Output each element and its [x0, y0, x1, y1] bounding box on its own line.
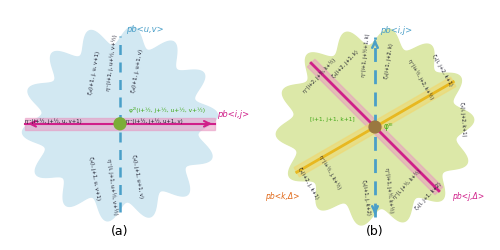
Text: ηᴵᵀ(i+1, j+½, k+½): ηᴵᵀ(i+1, j+½, k+½): [384, 167, 394, 212]
Text: φ³ᴵ: φ³ᴵ: [384, 122, 393, 131]
Text: ζₐ(i+2, j+1, k): ζₐ(i+2, j+1, k): [331, 49, 359, 78]
Text: (a): (a): [112, 224, 129, 237]
Text: ηᴵᵀ(i+1, j, u+½, v+½): ηᴵᵀ(i+1, j, u+½, v+½): [106, 34, 118, 90]
Polygon shape: [26, 118, 214, 130]
Text: ηᴵᵀ(i+1, j+½+1, k): ηᴵᵀ(i+1, j+½+1, k): [361, 33, 370, 76]
Polygon shape: [276, 30, 473, 225]
Text: ζₐ(i+1, j, u+1, v): ζₐ(i+1, j, u+1, v): [131, 49, 143, 93]
Text: ζₐ(i+1, j, u, v+1): ζₐ(i+1, j, u, v+1): [88, 51, 101, 95]
Circle shape: [114, 118, 126, 130]
Polygon shape: [294, 78, 456, 177]
Text: pb<i,j>: pb<i,j>: [217, 110, 249, 119]
Text: pb<k,Δ>: pb<k,Δ>: [266, 192, 300, 200]
Text: pb<u,v>: pb<u,v>: [126, 25, 164, 34]
Text: ζₐ(i, j+2, k+1): ζₐ(i, j+2, k+1): [430, 54, 453, 87]
Text: ζₐ(i, j+1, u+1, v): ζₐ(i, j+1, u+1, v): [131, 154, 143, 198]
Text: φ²ᴵ(i+½, j+½, u+½, v+½): φ²ᴵ(i+½, j+½, u+½, v+½): [128, 106, 204, 112]
Text: ζₐ(i, j+1, u, v+1): ζₐ(i, j+1, u, v+1): [88, 156, 101, 200]
Text: (b): (b): [366, 224, 384, 237]
Text: pb<i,j>: pb<i,j>: [380, 26, 412, 35]
Text: ηᴵᵀ(i, j+1, u+½, v+½): ηᴵᵀ(i, j+1, u+½, v+½): [106, 158, 118, 215]
Text: ηᴵᵀ(i+½, j+½, u+1, v): ηᴵᵀ(i+½, j+½, u+1, v): [126, 118, 183, 123]
Text: ζₐ(i+1, j+2, k): ζₐ(i+1, j+2, k): [384, 43, 394, 79]
Text: ηᴵᵀ(i+½, j+2, k+½): ηᴵᵀ(i+½, j+2, k+½): [406, 58, 434, 100]
Text: ηᴵᵀ(i+½, j+½, u, v+1): ηᴵᵀ(i+½, j+½, u, v+1): [26, 118, 82, 123]
Circle shape: [369, 122, 381, 134]
Polygon shape: [308, 60, 442, 195]
Text: ζₐ(i, j+1, k+2): ζₐ(i, j+1, k+2): [415, 181, 443, 210]
Text: ζₐ(i+1, j, k+2): ζₐ(i+1, j, k+2): [361, 178, 370, 214]
Text: pb<j,Δ>: pb<j,Δ>: [452, 192, 484, 200]
Text: ζₐ(i, j+2, k+1): ζₐ(i, j+2, k+1): [459, 102, 466, 136]
Text: ηᴵᵀ(i+½, j, k+½): ηᴵᵀ(i+½, j, k+½): [318, 153, 342, 189]
Polygon shape: [22, 28, 218, 221]
Text: ηᴵᵀ(i+2, j+½, k+½): ηᴵᵀ(i+2, j+½, k+½): [302, 57, 336, 93]
Text: ζₐ(i+2, j, k+1): ζₐ(i+2, j, k+1): [297, 166, 320, 200]
Text: ηᴵᵀ(i, j+½, k+½): ηᴵᵀ(i, j+½, k+½): [392, 168, 422, 200]
Text: [i+1, j+1, k+1]: [i+1, j+1, k+1]: [310, 116, 355, 121]
